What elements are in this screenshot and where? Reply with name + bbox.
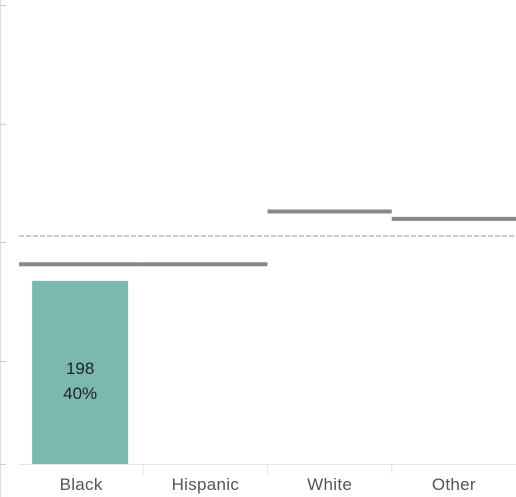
bar-percent-label: 40% [63,384,97,403]
x-tick-label-white: White [307,475,352,494]
bar-black [32,280,129,464]
x-tick-label-black: Black [60,475,103,494]
bar-value-label: 198 [66,359,94,378]
x-tick-label-other: Other [432,475,476,494]
x-tick-label-hispanic: Hispanic [172,475,240,494]
